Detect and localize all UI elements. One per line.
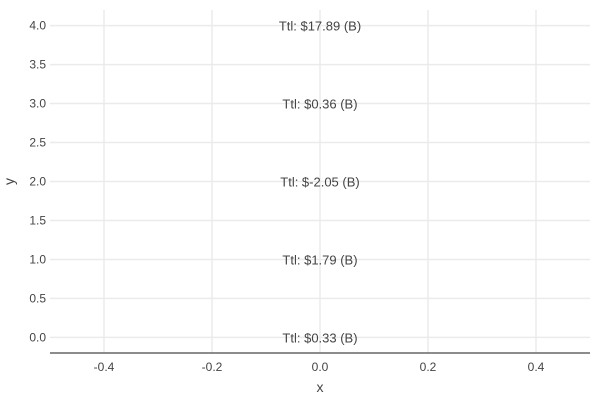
- point-label: Ttl: $0.33 (B): [282, 330, 357, 345]
- y-tick-label: 4.0: [29, 19, 46, 33]
- y-tick-label: 2.0: [29, 175, 46, 189]
- y-tick-label: 2.5: [29, 136, 46, 150]
- y-tick-label: 1.5: [29, 213, 46, 227]
- x-axis-ticks: -0.4 -0.2 0.0 0.2 0.4: [94, 360, 545, 374]
- x-tick-label: -0.2: [202, 360, 223, 374]
- x-tick-label: 0.4: [528, 360, 545, 374]
- y-tick-label: 0.0: [29, 330, 46, 344]
- data-points: Ttl: $0.33 (B) Ttl: $1.79 (B) Ttl: $-2.05 …: [279, 19, 361, 346]
- x-tick-label: 0.0: [312, 360, 329, 374]
- x-tick-label: 0.2: [420, 360, 437, 374]
- y-tick-label: 3.5: [29, 58, 46, 72]
- y-tick-label: 3.0: [29, 97, 46, 111]
- point-label: Ttl: $0.36 (B): [282, 97, 357, 112]
- point-label: Ttl: $1.79 (B): [282, 252, 357, 267]
- point-label: Ttl: $-2.05 (B): [280, 175, 359, 190]
- y-axis-title: y: [1, 178, 17, 185]
- y-tick-label: 1.0: [29, 252, 46, 266]
- point-label: Ttl: $17.89 (B): [279, 19, 361, 34]
- x-axis-title: x: [317, 379, 324, 395]
- y-axis-ticks: 0.0 0.5 1.0 1.5 2.0 2.5 3.0 3.5 4.0: [29, 19, 46, 345]
- grid: [50, 10, 590, 353]
- y-tick-label: 0.5: [29, 291, 46, 305]
- x-tick-label: -0.4: [94, 360, 115, 374]
